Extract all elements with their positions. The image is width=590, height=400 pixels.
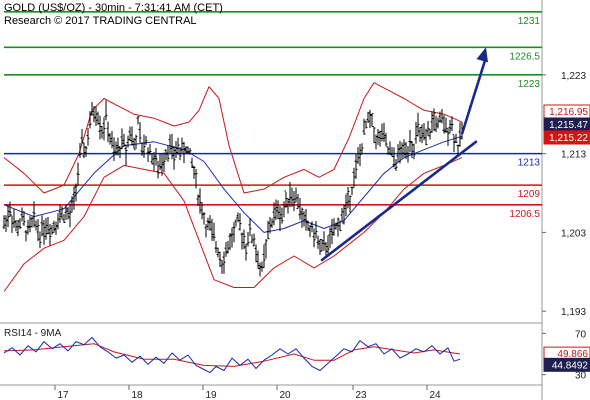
- price-tick-label: 1,213: [561, 150, 586, 161]
- rsi-ma-last-text: 49.866: [557, 349, 588, 360]
- rsi-last-tag: [543, 357, 590, 372]
- rsi-line: [3, 337, 461, 374]
- level-label-1231: 1231: [518, 16, 541, 27]
- time-tick-label: 23: [355, 390, 367, 400]
- last-value-text-ma: 1,215.22: [549, 133, 588, 144]
- level-label-1226.5: 1226.5: [509, 51, 540, 62]
- rsi-tick-label: 70: [575, 329, 587, 340]
- last-value-text-price: 1,215.47: [549, 120, 588, 131]
- time-tick-label: 20: [279, 390, 291, 400]
- moving-average-line: [3, 135, 463, 233]
- price-bars: [2, 100, 464, 277]
- chart-copyright: Research © 2017 TRADING CENTRAL: [4, 15, 197, 27]
- level-label-1206.5: 1206.5: [509, 209, 540, 220]
- time-tick-label: 18: [131, 390, 143, 400]
- price-tick-label: 1,223: [561, 71, 586, 82]
- bollinger-upper-line: [3, 82, 463, 194]
- target-arrow-head: [476, 47, 489, 63]
- price-tick-label: 1,203: [561, 228, 586, 239]
- rsi-ma-line: [3, 343, 461, 367]
- bollinger-lower-line: [3, 157, 463, 292]
- target-arrow-shaft: [460, 56, 488, 135]
- last-value-tag-ma: [543, 130, 590, 145]
- time-tick-label: 24: [429, 390, 441, 400]
- support-trendline: [320, 140, 478, 262]
- time-tick-label: 17: [57, 390, 69, 400]
- level-label-1213: 1213: [518, 158, 541, 169]
- rsi-last-text: 44.8492: [552, 360, 589, 371]
- last-value-text-upper_band: 1,216.95: [549, 107, 588, 118]
- time-tick-label: 19: [205, 390, 217, 400]
- level-label-1209: 1209: [518, 189, 541, 200]
- price-tick-label: 1,193: [561, 307, 586, 318]
- rsi-title: RSI14 - 9MA: [4, 328, 62, 339]
- rsi-tick-label: 30: [575, 371, 587, 382]
- level-label-1223: 1223: [518, 79, 541, 90]
- chart-title: GOLD (US$/OZ) - 30min - 7:31:41 AM (CET): [4, 2, 223, 14]
